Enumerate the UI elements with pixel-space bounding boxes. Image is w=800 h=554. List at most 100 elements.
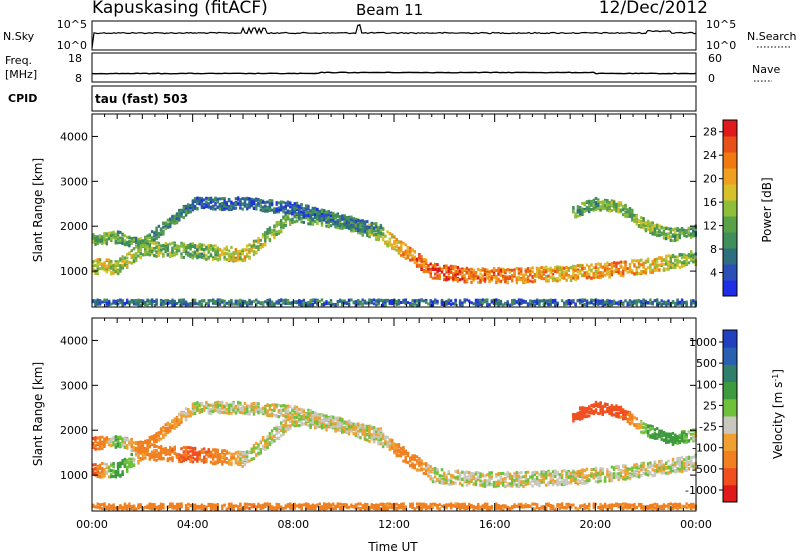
range-gate-cell — [98, 235, 102, 238]
range-gate-cell — [524, 300, 527, 304]
range-gate-cell — [252, 449, 256, 453]
range-gate-cell — [461, 269, 464, 272]
range-gate-cell — [660, 256, 663, 260]
range-gate-cell — [250, 249, 253, 253]
range-gate-cell — [96, 475, 99, 478]
range-gate-cell — [479, 268, 482, 272]
range-gate-cell — [579, 263, 582, 267]
range-gate-cell — [603, 266, 607, 270]
range-gate-cell — [259, 451, 262, 455]
range-gate-cell — [259, 199, 262, 202]
range-gate-cell — [626, 303, 629, 307]
range-gate-cell — [270, 208, 274, 212]
range-gate-cell — [139, 303, 142, 307]
range-gate-cell — [196, 244, 199, 248]
range-gate-cell — [581, 298, 584, 302]
range-gate-cell — [132, 247, 136, 251]
range-gate-cell — [268, 302, 272, 306]
range-gate-cell — [635, 299, 638, 303]
range-gate-cell — [218, 207, 222, 211]
range-gate-cell — [218, 454, 222, 458]
range-gate-cell — [463, 280, 466, 284]
range-gate-cell — [98, 258, 102, 262]
range-gate-cell — [98, 299, 102, 302]
range-gate-cell — [320, 223, 324, 227]
range-gate-cell — [123, 464, 127, 468]
range-gate-cell — [488, 303, 491, 307]
range-gate-cell — [628, 269, 632, 273]
range-gate-cell — [103, 467, 106, 471]
range-gate-cell — [574, 212, 577, 216]
range-gate-cell — [314, 423, 317, 427]
range-gate-cell — [270, 233, 274, 237]
range-gate-cell — [116, 467, 120, 471]
range-gate-cell — [153, 238, 156, 242]
range-gate-cell — [155, 251, 158, 255]
range-gate-cell — [495, 298, 498, 302]
range-gate-cell — [293, 215, 296, 219]
range-gate-cell — [221, 251, 224, 255]
range-gate-cell — [212, 248, 215, 252]
range-gate-cell — [642, 270, 645, 274]
range-gate-cell — [243, 452, 247, 456]
range-gate-cell — [635, 259, 638, 263]
range-gate-cell — [171, 250, 174, 253]
range-gate-cell — [221, 460, 224, 464]
range-gate-cell — [384, 301, 387, 305]
range-gate-cell — [137, 246, 140, 250]
range-gate-cell — [182, 216, 185, 219]
range-gate-cell — [452, 274, 455, 278]
range-gate-cell — [289, 426, 292, 430]
range-gate-cell — [683, 231, 686, 235]
range-gate-cell — [128, 457, 131, 461]
range-gate-cell — [690, 225, 693, 229]
range-gate-cell — [300, 203, 303, 206]
range-gate-cell — [241, 455, 244, 459]
range-gate-cell — [203, 202, 206, 206]
range-gate-cell — [250, 450, 253, 454]
range-gate-cell — [178, 459, 181, 463]
range-gate-cell — [658, 256, 661, 260]
range-gate-cell — [551, 300, 555, 304]
range-gate-cell — [289, 420, 292, 424]
range-gate-cell — [96, 298, 99, 302]
range-gate-cell — [205, 196, 208, 200]
range-gate-cell — [92, 262, 95, 266]
range-gate-cell — [257, 244, 260, 248]
range-gate-cell — [155, 449, 158, 453]
range-gate-cell — [187, 457, 190, 461]
range-gate-cell — [196, 246, 199, 250]
range-gate-cell — [289, 301, 292, 305]
range-gate-cell — [191, 254, 195, 258]
range-gate-cell — [286, 217, 290, 221]
range-gate-cell — [526, 303, 530, 307]
range-gate-cell — [363, 301, 367, 305]
range-gate-cell — [393, 447, 396, 451]
range-gate-cell — [309, 213, 312, 217]
range-gate-cell — [504, 268, 507, 272]
range-gate-cell — [121, 461, 124, 465]
range-gate-cell — [203, 455, 206, 459]
range-gate-cell — [610, 273, 614, 277]
range-gate-cell — [234, 461, 238, 465]
range-gate-cell — [633, 299, 636, 303]
range-gate-cell — [237, 450, 240, 454]
range-gate-cell — [515, 266, 518, 270]
range-gate-cell — [259, 301, 262, 305]
range-gate-cell — [304, 207, 308, 211]
range-gate-cell — [526, 267, 530, 271]
range-gate-cell — [248, 199, 251, 203]
range-gate-cell — [327, 213, 330, 217]
range-gate-cell — [277, 221, 281, 225]
range-gate-cell — [400, 249, 403, 253]
range-gate-cell — [193, 446, 197, 450]
range-gate-cell — [166, 299, 170, 302]
range-gate-cell — [690, 301, 693, 305]
range-gate-cell — [92, 267, 95, 271]
range-gate-cell — [261, 200, 265, 204]
range-gate-cell — [196, 199, 199, 203]
range-gate-cell — [404, 243, 407, 247]
range-gate-cell — [395, 449, 398, 453]
range-gate-cell — [314, 299, 317, 303]
range-gate-cell — [189, 247, 192, 251]
